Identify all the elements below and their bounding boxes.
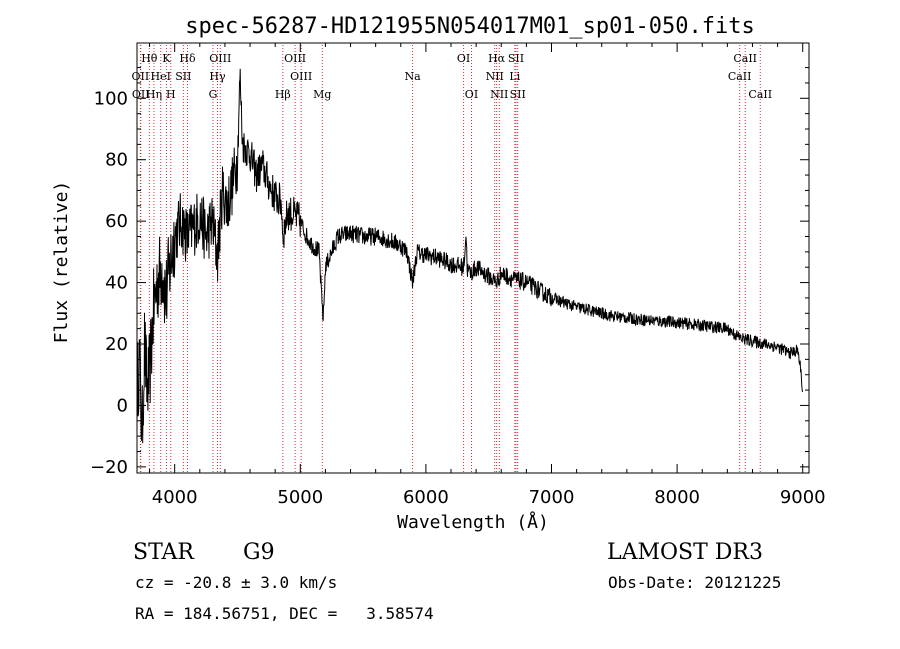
line-marker-label: G [209, 88, 218, 101]
line-marker-label: CaII [733, 52, 757, 65]
chart-title: spec-56287-HD121955N054017M01_sp01-050.f… [185, 14, 755, 39]
y-tick-label: 60 [105, 211, 128, 232]
line-marker-label: Hγ [209, 70, 226, 83]
line-marker-label: H [166, 88, 176, 101]
line-marker-label: OII [132, 88, 150, 101]
x-tick-label: 5000 [277, 487, 323, 508]
y-tick-label: 80 [105, 150, 128, 171]
y-tick-label: −20 [90, 457, 128, 478]
object-type: STAR [133, 540, 194, 565]
line-marker-label: CaII [728, 70, 752, 83]
line-marker-label: Hδ [179, 52, 196, 65]
x-tick-label: 4000 [152, 487, 198, 508]
line-marker-label: SII [510, 88, 526, 101]
line-marker-label: OIII [284, 52, 306, 65]
x-tick-label: 6000 [403, 487, 449, 508]
line-marker-label: HeI [151, 70, 171, 83]
line-marker-label: OI [457, 52, 470, 65]
observation-date: Obs-Date: 20121225 [608, 573, 782, 592]
line-marker-label: NII [486, 70, 504, 83]
line-marker-label: Hβ [275, 88, 291, 101]
line-marker-label: SII [508, 52, 524, 65]
line-marker-label: Li [509, 70, 520, 83]
y-tick-label: 0 [117, 395, 128, 416]
y-axis-ticks: −20 0 20 40 60 80 100 [90, 67, 809, 478]
spectrum-line [136, 68, 803, 444]
x-tick-label: 7000 [529, 487, 575, 508]
spectral-subclass: G9 [243, 540, 275, 565]
survey-release: LAMOST DR3 [607, 540, 763, 565]
line-marker-label: Hη [146, 88, 162, 101]
line-marker-label: OI [465, 88, 478, 101]
line-marker-label: CaII [748, 88, 772, 101]
x-axis-label: Wavelength (Å) [397, 511, 549, 533]
line-marker-label: OIII [209, 52, 231, 65]
spectral-line-markers [139, 45, 761, 473]
y-axis-label: Flux (relative) [51, 181, 72, 344]
x-tick-label: 9000 [780, 487, 826, 508]
line-marker-label: OII [132, 70, 150, 83]
coordinates: RA = 184.56751, DEC = 3.58574 [135, 604, 434, 623]
x-axis-ticks: 4000 5000 6000 7000 8000 9000 [149, 43, 826, 508]
redshift-info: cz = -20.8 ± 3.0 km/s [135, 573, 338, 592]
y-tick-label: 100 [94, 88, 128, 109]
line-marker-label: Na [404, 70, 421, 83]
y-tick-label: 20 [105, 334, 128, 355]
y-tick-label: 40 [105, 273, 128, 294]
line-marker-label: SII [175, 70, 191, 83]
line-marker-label: Mg [313, 88, 331, 101]
line-marker-label: Hα [488, 52, 506, 65]
line-marker-label: NII [490, 88, 508, 101]
x-tick-label: 8000 [654, 487, 700, 508]
line-marker-label: K [162, 52, 171, 65]
line-marker-label: Hθ [141, 52, 158, 65]
plot-frame [136, 42, 810, 474]
line-marker-label: OIII [290, 70, 312, 83]
